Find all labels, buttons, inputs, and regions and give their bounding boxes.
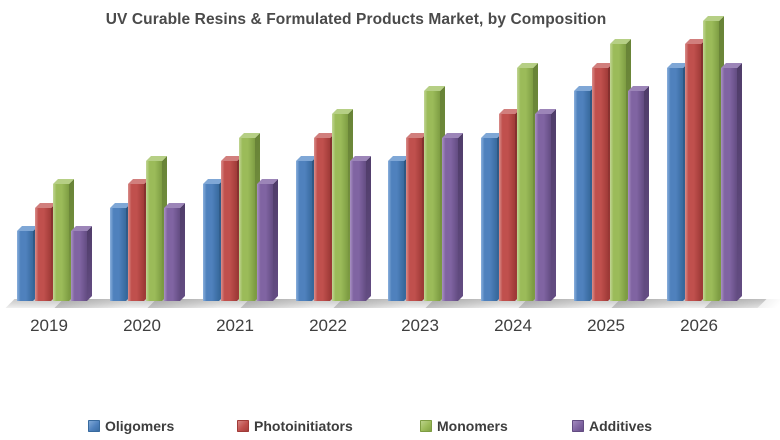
bar-oligomers-2019 [17, 226, 38, 301]
bar-photoinitiators-2023 [406, 133, 427, 301]
bar-front-face [406, 138, 422, 301]
bar-additives-2026 [721, 63, 742, 301]
bar-additives-2025 [628, 86, 649, 301]
bar-monomers-2023 [424, 86, 445, 301]
bar-side-face [273, 179, 278, 301]
bar-photoinitiators-2026 [685, 39, 706, 301]
bar-front-face [574, 91, 590, 301]
legend-item-monomers: Monomers [420, 414, 508, 438]
bar-front-face [203, 184, 219, 301]
legend-marker-oligomers [88, 420, 100, 432]
bar-oligomers-2026 [667, 63, 688, 301]
x-axis-label: 2025 [587, 316, 625, 335]
bar-side-face [87, 226, 92, 301]
bar-photoinitiators-2024 [499, 109, 520, 301]
bar-front-face [164, 208, 180, 301]
bar-photoinitiators-2022 [314, 133, 335, 301]
x-axis-label: 2026 [680, 316, 718, 335]
bar-front-face [499, 114, 515, 301]
bar-front-face [424, 91, 440, 301]
bar-front-face [314, 138, 330, 301]
chart-title: UV Curable Resins & Formulated Products … [105, 11, 607, 28]
bar-front-face [128, 184, 144, 301]
bar-front-face [221, 161, 237, 301]
bar-front-face [721, 68, 737, 301]
bar-front-face [53, 184, 69, 301]
bar-front-face [610, 44, 626, 301]
bar-side-face [551, 109, 556, 301]
x-axis-label: 2019 [30, 316, 68, 335]
bar-front-face [257, 184, 273, 301]
bar-front-face [481, 138, 497, 301]
bar-additives-2023 [442, 133, 463, 301]
bar-front-face [517, 68, 533, 301]
bar-monomers-2021 [239, 133, 260, 301]
bar-monomers-2019 [53, 179, 74, 301]
bar-additives-2024 [535, 109, 556, 301]
bar-front-face [442, 138, 458, 301]
bar-photoinitiators-2021 [221, 156, 242, 301]
bar-additives-2020 [164, 203, 185, 301]
bar-photoinitiators-2025 [592, 63, 613, 301]
bar-front-face [239, 138, 255, 301]
legend-marker-monomers [420, 420, 432, 432]
x-axis-label: 2020 [123, 316, 161, 335]
bar-photoinitiators-2019 [35, 203, 56, 301]
bar-side-face [644, 86, 649, 301]
bar-front-face [296, 161, 312, 301]
bar-front-face [35, 208, 51, 301]
legend-item-oligomers: Oligomers [88, 414, 174, 438]
bar-front-face [110, 208, 126, 301]
legend-marker-additives [572, 420, 584, 432]
bar-front-face [388, 161, 404, 301]
bar-front-face [146, 161, 162, 301]
legend-label: Monomers [437, 418, 508, 434]
bar-front-face [535, 114, 551, 301]
x-axis-label: 2022 [309, 316, 347, 335]
bar-monomers-2020 [146, 156, 167, 301]
bar-oligomers-2025 [574, 86, 595, 301]
bar-oligomers-2020 [110, 203, 131, 301]
bar-side-face [180, 203, 185, 301]
legend-label: Photoinitiators [254, 418, 353, 434]
bar-additives-2021 [257, 179, 278, 301]
bar-front-face [703, 21, 719, 301]
bar-oligomers-2022 [296, 156, 317, 301]
bar-monomers-2025 [610, 39, 631, 301]
chart-legend: Oligomers Photoinitiators Monomers Additive… [0, 414, 780, 438]
bar-photoinitiators-2020 [128, 179, 149, 301]
bar-oligomers-2021 [203, 179, 224, 301]
bar-front-face [628, 91, 644, 301]
bar-additives-2019 [71, 226, 92, 301]
bar-front-face [592, 68, 608, 301]
bar-additives-2022 [350, 156, 371, 301]
bar-front-face [332, 114, 348, 301]
bar-oligomers-2023 [388, 156, 409, 301]
bar-front-face [17, 231, 33, 301]
bar-monomers-2024 [517, 63, 538, 301]
legend-marker-photoinitiators [237, 420, 249, 432]
bar-monomers-2022 [332, 109, 353, 301]
legend-label: Additives [589, 418, 653, 434]
bar-side-face [366, 156, 371, 301]
x-axis-label: 2023 [401, 316, 439, 335]
x-axis-label: 2021 [216, 316, 254, 335]
legend-label: Oligomers [105, 418, 175, 434]
bar-side-face [458, 133, 463, 301]
bar-oligomers-2024 [481, 133, 502, 301]
bar-front-face [685, 44, 701, 301]
bar-monomers-2026 [703, 16, 724, 301]
x-axis-label: 2024 [494, 316, 532, 335]
bar-front-face [667, 68, 683, 301]
bar-front-face [71, 231, 87, 301]
legend-item-photoinitiators: Photoinitiators [237, 414, 353, 438]
bar-front-face [350, 161, 366, 301]
legend-item-additives: Additives [572, 414, 652, 438]
bar-side-face [737, 63, 742, 301]
